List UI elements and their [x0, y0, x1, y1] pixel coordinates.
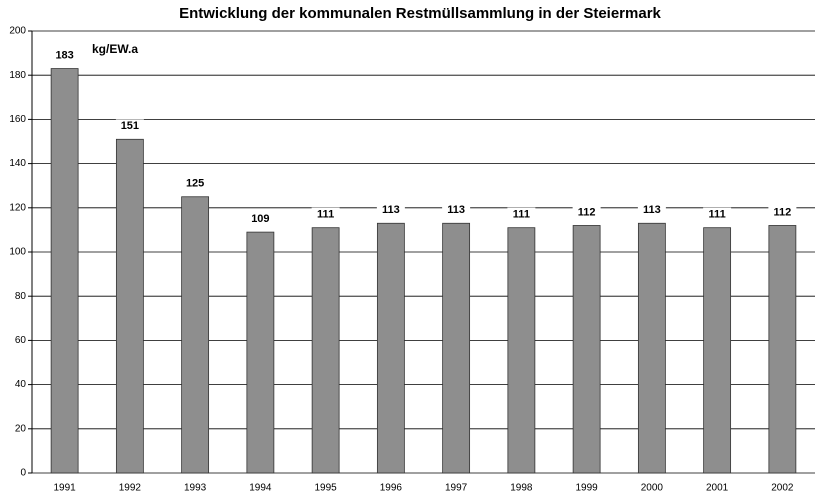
- bar: [572, 225, 601, 474]
- bar: [246, 231, 275, 474]
- bar: [181, 196, 210, 474]
- bar: [376, 222, 405, 474]
- bar: [637, 222, 666, 474]
- value-label: 183: [55, 49, 73, 61]
- bar: [311, 227, 340, 474]
- value-label-bg: [703, 207, 732, 221]
- bar: [768, 225, 797, 474]
- value-label: 112: [774, 206, 792, 218]
- chart-title: Entwicklung der kommunalen Restmüllsamml…: [179, 5, 661, 22]
- x-tick-label: 2002: [771, 483, 794, 494]
- value-label: 112: [578, 206, 596, 218]
- value-label-bg: [572, 205, 601, 219]
- value-label: 113: [643, 204, 661, 216]
- value-label-bg: [442, 203, 471, 217]
- y-tick-label: 80: [15, 291, 27, 302]
- value-label-bg: [637, 203, 666, 217]
- value-label-bg: [768, 205, 797, 219]
- unit-label: kg/EW.a: [92, 42, 138, 56]
- value-label-bg: [181, 176, 210, 190]
- y-tick-label: 60: [15, 335, 27, 346]
- x-tick-label: 2001: [706, 483, 729, 494]
- value-label: 113: [382, 204, 400, 216]
- y-tick-label: 160: [9, 114, 26, 125]
- y-tick-label: 180: [9, 70, 26, 81]
- value-label: 125: [186, 178, 204, 190]
- x-tick-label: 1994: [249, 483, 272, 494]
- bar: [703, 227, 732, 474]
- value-label: 111: [317, 209, 334, 221]
- x-tick-label: 1993: [184, 483, 207, 494]
- value-label-bg: [507, 207, 536, 221]
- x-tick-label: 2000: [641, 483, 664, 494]
- value-label-bg: [50, 48, 79, 62]
- y-tick-label: 200: [9, 26, 26, 37]
- bar: [507, 227, 536, 474]
- bar: [115, 138, 144, 474]
- bar: [50, 68, 79, 474]
- y-tick-label: 120: [9, 202, 26, 213]
- value-label: 111: [709, 209, 726, 221]
- value-label-bg: [246, 212, 275, 226]
- y-tick-label: 140: [9, 158, 26, 169]
- value-label-bg: [376, 203, 405, 217]
- y-tick-label: 20: [15, 423, 27, 434]
- x-tick-label: 1992: [119, 483, 142, 494]
- value-label-bg: [115, 119, 144, 133]
- value-label: 109: [251, 213, 269, 225]
- value-label: 151: [121, 120, 139, 132]
- x-tick-label: 1998: [510, 483, 533, 494]
- value-label-bg: [311, 207, 340, 221]
- y-tick-label: 40: [15, 379, 27, 390]
- y-tick-label: 0: [20, 468, 26, 479]
- y-tick-label: 100: [9, 247, 26, 258]
- x-tick-label: 1995: [315, 483, 338, 494]
- x-tick-label: 1991: [54, 483, 77, 494]
- x-tick-label: 1999: [576, 483, 599, 494]
- value-label: 111: [513, 209, 530, 221]
- x-tick-label: 1997: [445, 483, 468, 494]
- x-tick-label: 1996: [380, 483, 403, 494]
- value-label: 113: [447, 204, 465, 216]
- bar: [442, 222, 471, 474]
